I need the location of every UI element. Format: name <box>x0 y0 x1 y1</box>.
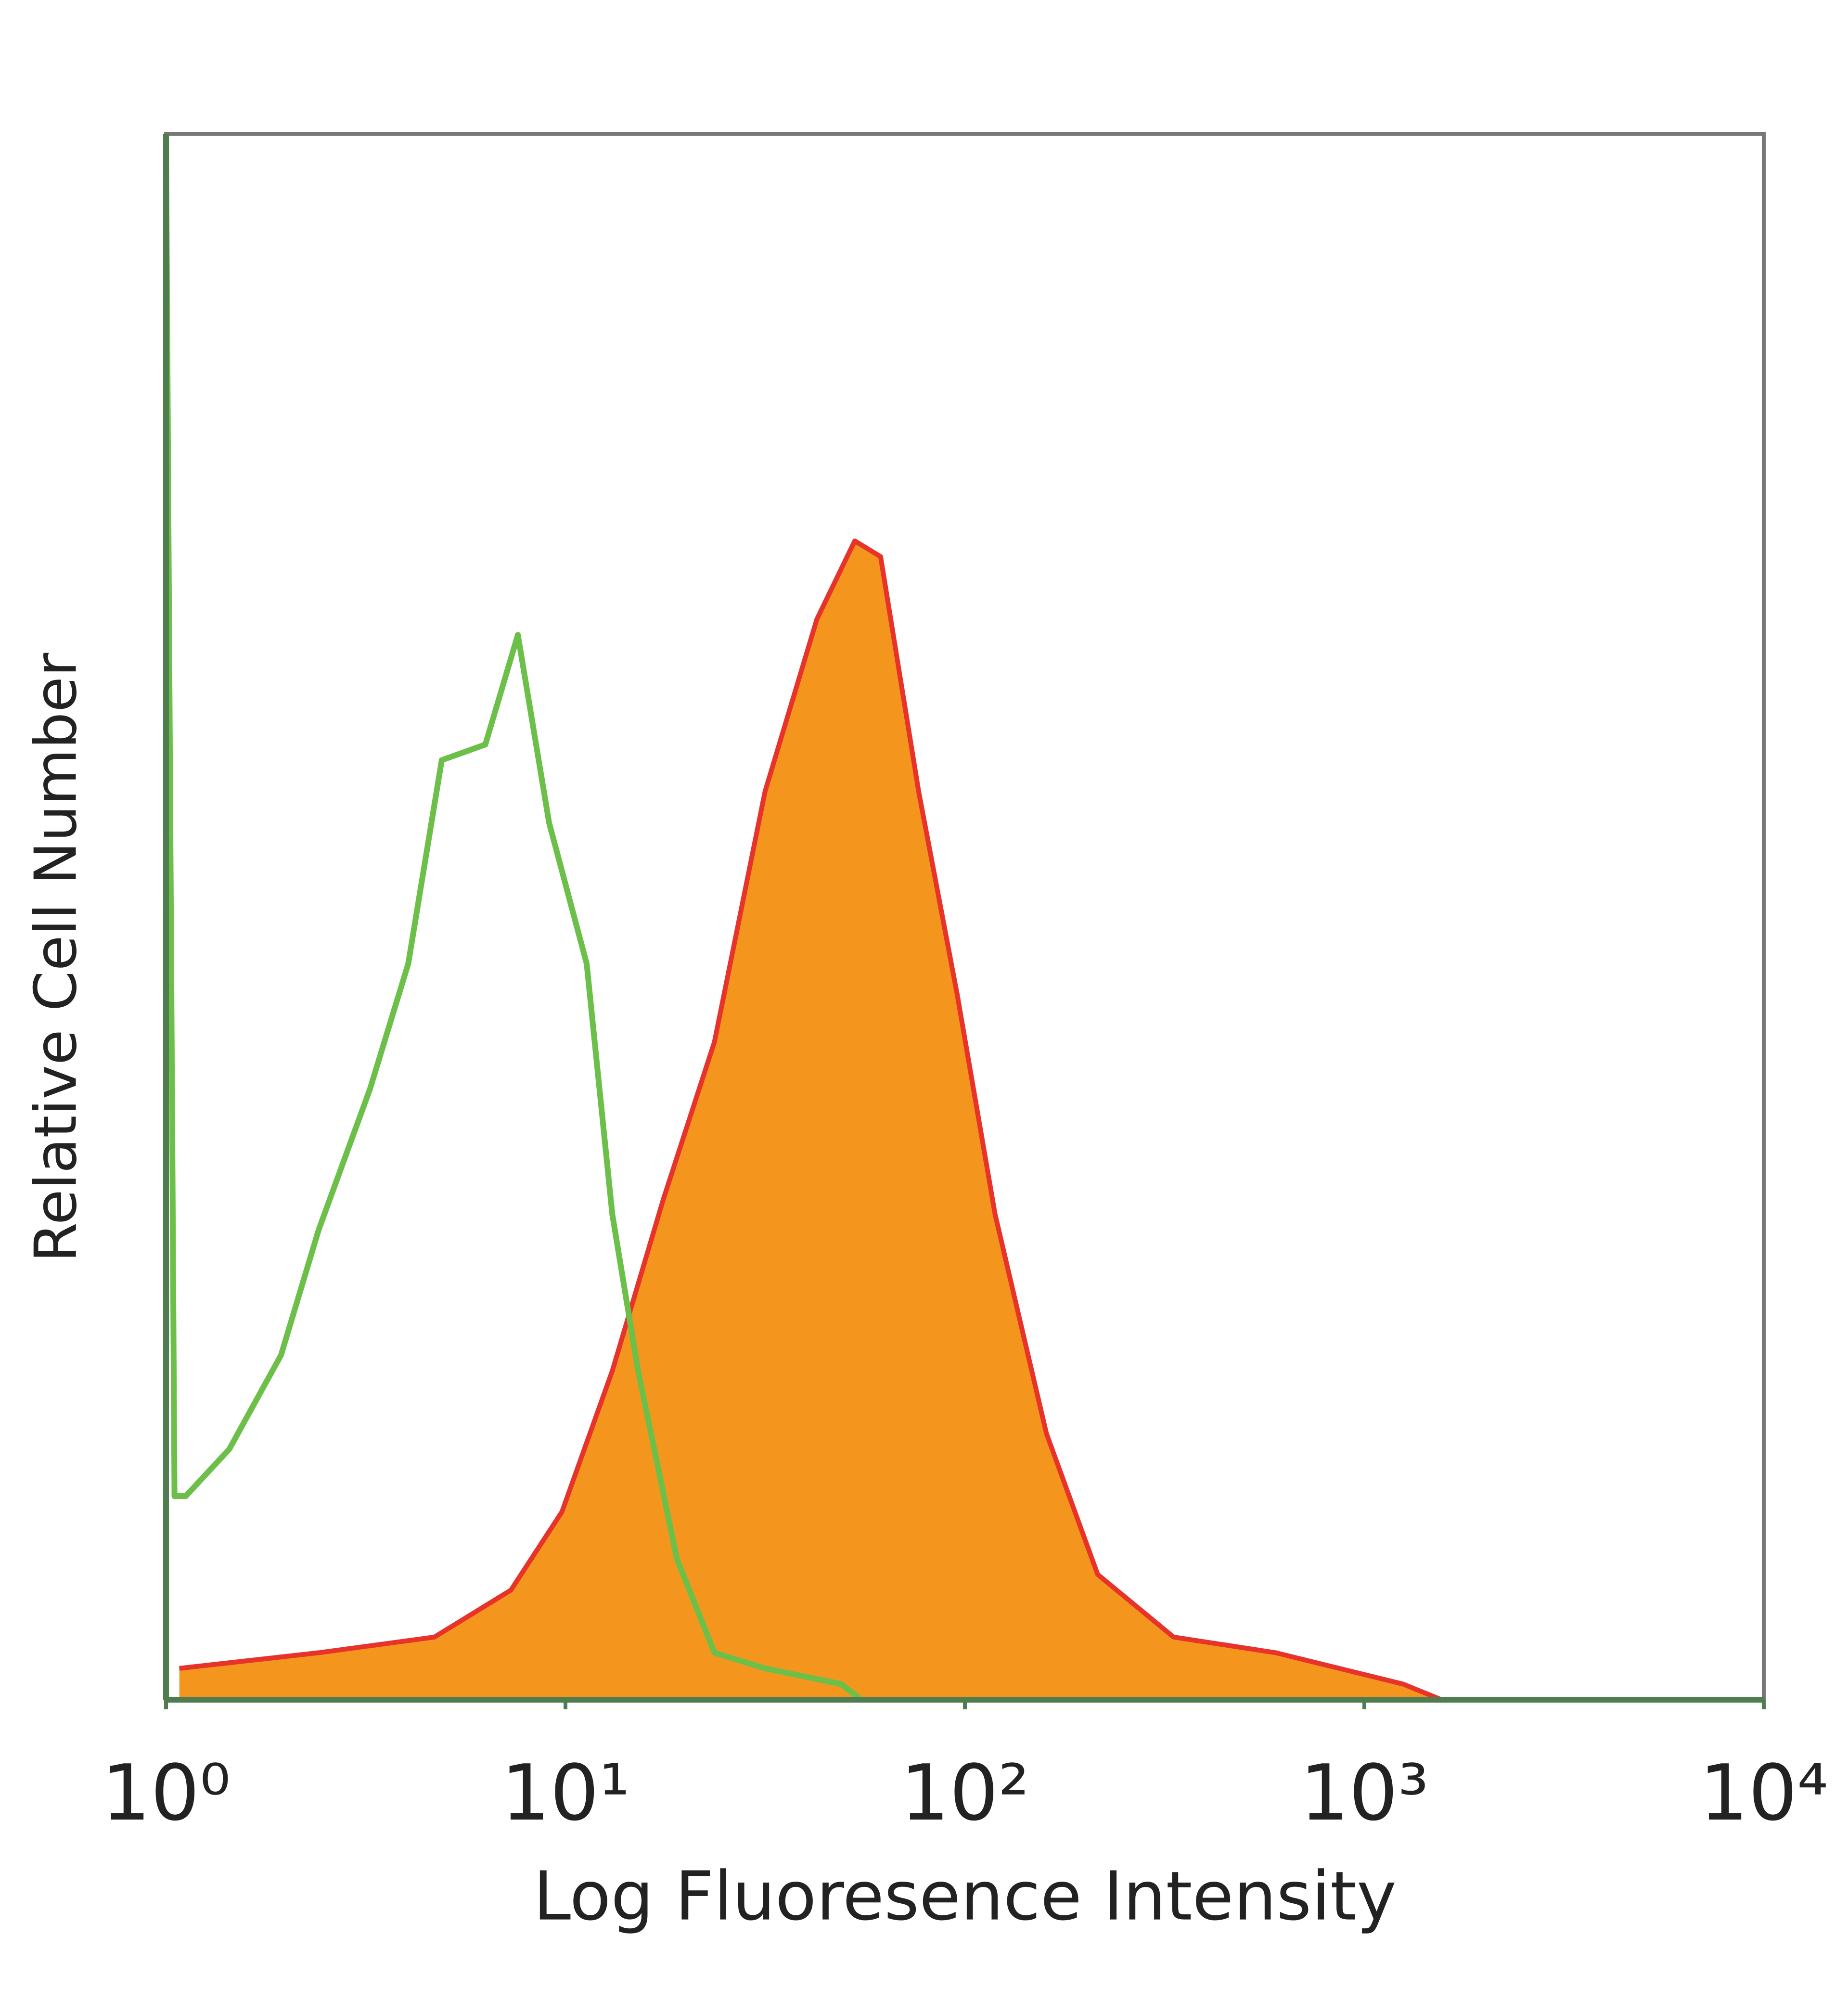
histogram-outline <box>163 133 863 1702</box>
histogram-fill <box>179 541 1442 1700</box>
x-tick-label: 10⁰ <box>102 1748 231 1838</box>
x-tick-label: 10⁴ <box>1699 1748 1828 1838</box>
x-axis-label: Log Fluoresence Intensity <box>533 1858 1397 1936</box>
x-tick-label: 10³ <box>1300 1748 1429 1838</box>
x-tick-label: 10¹ <box>501 1748 630 1838</box>
y-axis-label: Relative Cell Number <box>23 653 90 1262</box>
x-tick-label: 10² <box>900 1748 1029 1838</box>
histogram-outline <box>179 538 1443 1702</box>
